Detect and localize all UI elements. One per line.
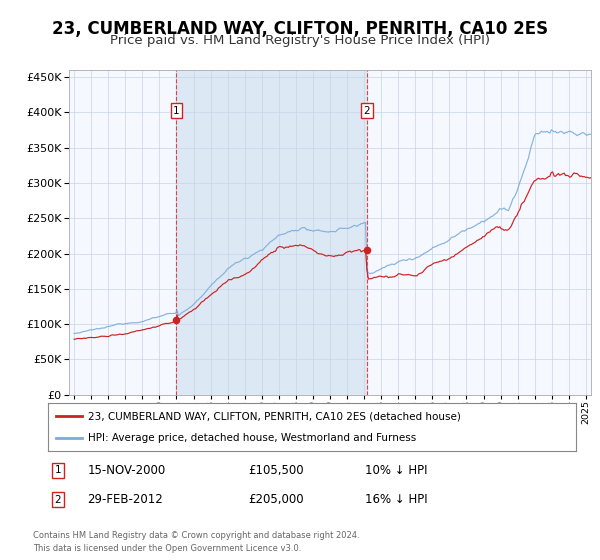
Text: Contains HM Land Registry data © Crown copyright and database right 2024.
This d: Contains HM Land Registry data © Crown c… [33, 530, 359, 553]
Text: 23, CUMBERLAND WAY, CLIFTON, PENRITH, CA10 2ES (detached house): 23, CUMBERLAND WAY, CLIFTON, PENRITH, CA… [88, 411, 460, 421]
Text: 29-FEB-2012: 29-FEB-2012 [88, 493, 163, 506]
Text: 23, CUMBERLAND WAY, CLIFTON, PENRITH, CA10 2ES: 23, CUMBERLAND WAY, CLIFTON, PENRITH, CA… [52, 20, 548, 38]
Point [172, 316, 181, 325]
Text: 2: 2 [55, 495, 61, 505]
Text: 2: 2 [364, 106, 370, 115]
Text: HPI: Average price, detached house, Westmorland and Furness: HPI: Average price, detached house, West… [88, 433, 416, 443]
Text: Price paid vs. HM Land Registry's House Price Index (HPI): Price paid vs. HM Land Registry's House … [110, 34, 490, 46]
Text: 15-NOV-2000: 15-NOV-2000 [88, 464, 166, 477]
Text: 16% ↓ HPI: 16% ↓ HPI [365, 493, 427, 506]
Bar [176, 70, 367, 395]
Text: £105,500: £105,500 [248, 464, 304, 477]
Point [362, 246, 372, 255]
Text: £205,000: £205,000 [248, 493, 304, 506]
Text: 1: 1 [55, 465, 61, 475]
Text: 10% ↓ HPI: 10% ↓ HPI [365, 464, 427, 477]
Text: 1: 1 [173, 106, 180, 115]
